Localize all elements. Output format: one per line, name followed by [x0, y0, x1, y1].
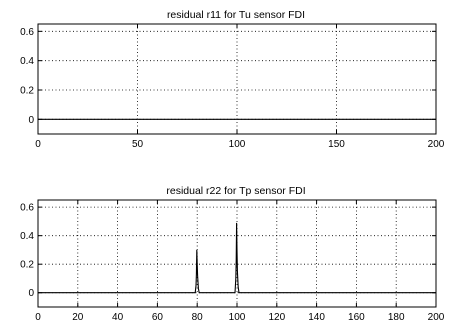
y-tick-label: 0.6	[20, 203, 34, 214]
x-tick-label: 80	[192, 312, 204, 323]
x-tick-label: 120	[268, 312, 285, 323]
y-tick-label: 0.2	[20, 86, 34, 97]
x-tick-label: 40	[112, 312, 124, 323]
x-tick-label: 180	[388, 312, 405, 323]
x-tick-label: 200	[428, 312, 445, 323]
x-tick-label: 50	[132, 139, 144, 150]
axis-ticks	[37, 24, 437, 134]
grid-lines	[38, 24, 436, 134]
x-tick-label: 100	[229, 312, 246, 323]
x-tick-label: 0	[35, 312, 41, 323]
y-tick-label: 0	[28, 288, 34, 299]
x-tick-label: 20	[72, 312, 84, 323]
chart-title: residual r11 for Tu sensor FDI	[167, 9, 305, 21]
series-group	[38, 222, 436, 294]
y-tick-label: 0.4	[20, 231, 34, 242]
residual-line	[38, 222, 436, 294]
y-tick-label: 0	[28, 115, 34, 126]
plot-frame	[37, 23, 437, 135]
y-tick-label: 0.2	[20, 260, 34, 271]
x-tick-label: 200	[428, 139, 445, 150]
x-tick-label: 140	[308, 312, 325, 323]
x-tick-label: 60	[152, 312, 164, 323]
x-tick-label: 100	[229, 139, 246, 150]
chart-title: residual r22 for Tp sensor FDI	[166, 185, 305, 197]
x-tick-label: 0	[35, 139, 41, 150]
plot-frame	[37, 199, 437, 308]
tick-labels: 0 20 40 60 80 100 120 140 160 180 200 0 0.2 0.4 0.6	[20, 203, 445, 323]
subplot-bottom: residual r22 for Tp sensor FDI 0 20 40 60 80…	[20, 185, 445, 323]
y-tick-label: 0.6	[20, 27, 34, 38]
y-tick-label: 0.4	[20, 56, 34, 67]
tick-labels: 0 50 100 150 200 0 0.2 0.4 0.6	[20, 27, 445, 150]
x-tick-label: 150	[328, 139, 345, 150]
x-tick-label: 160	[348, 312, 365, 323]
subplot-top: residual r11 for Tu sensor FDI 0 50 100 150…	[20, 9, 445, 150]
